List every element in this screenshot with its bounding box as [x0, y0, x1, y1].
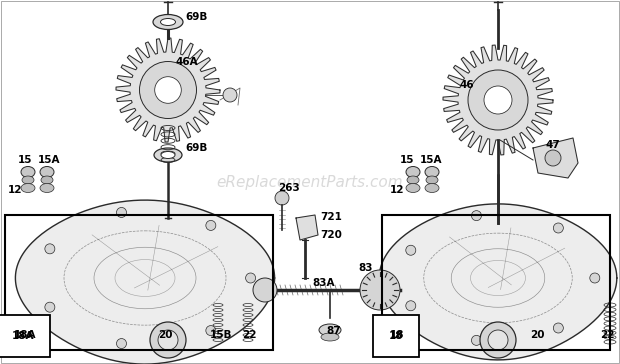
Ellipse shape — [40, 166, 54, 178]
Text: 15A: 15A — [420, 155, 443, 165]
Circle shape — [246, 273, 255, 283]
Circle shape — [45, 302, 55, 312]
Ellipse shape — [21, 183, 35, 193]
Text: 22: 22 — [600, 330, 614, 340]
Text: 18A: 18A — [12, 331, 34, 341]
Circle shape — [140, 62, 197, 119]
Circle shape — [155, 77, 181, 103]
Text: 20: 20 — [530, 330, 544, 340]
Circle shape — [484, 86, 512, 114]
Circle shape — [206, 221, 216, 230]
Circle shape — [545, 150, 561, 166]
Circle shape — [223, 88, 237, 102]
Text: 12: 12 — [390, 185, 404, 195]
Text: 69B: 69B — [185, 143, 207, 153]
Text: 15: 15 — [400, 155, 415, 165]
Polygon shape — [533, 138, 578, 178]
Text: 18: 18 — [389, 331, 403, 341]
Text: 46: 46 — [460, 80, 475, 90]
Text: 83: 83 — [358, 263, 373, 273]
Circle shape — [554, 323, 564, 333]
Polygon shape — [116, 38, 220, 142]
Circle shape — [468, 70, 528, 130]
Ellipse shape — [406, 166, 420, 178]
Text: 87: 87 — [326, 326, 340, 336]
Text: 83A: 83A — [312, 278, 335, 288]
Text: 22: 22 — [242, 330, 257, 340]
Ellipse shape — [425, 183, 439, 193]
Ellipse shape — [407, 176, 419, 184]
Circle shape — [360, 270, 400, 310]
Circle shape — [253, 278, 277, 302]
Circle shape — [488, 330, 508, 350]
Bar — [5, 215, 273, 350]
Text: 720: 720 — [320, 230, 342, 240]
Ellipse shape — [161, 151, 175, 158]
Ellipse shape — [41, 176, 53, 184]
Circle shape — [480, 322, 516, 358]
Ellipse shape — [321, 333, 339, 341]
Text: 69B: 69B — [185, 12, 207, 22]
Text: 20: 20 — [158, 330, 172, 340]
Bar — [382, 215, 610, 350]
Circle shape — [117, 339, 126, 349]
Circle shape — [405, 301, 416, 311]
Text: 12: 12 — [8, 185, 22, 195]
Ellipse shape — [153, 15, 183, 29]
Text: 15A: 15A — [38, 155, 61, 165]
Text: 263: 263 — [278, 183, 299, 193]
Text: eReplacementParts.com: eReplacementParts.com — [216, 174, 404, 190]
Ellipse shape — [154, 148, 182, 162]
Polygon shape — [443, 45, 553, 155]
Ellipse shape — [21, 166, 35, 178]
Text: 18A: 18A — [14, 330, 37, 340]
Polygon shape — [379, 204, 617, 360]
Ellipse shape — [319, 324, 341, 336]
Ellipse shape — [40, 183, 54, 193]
Text: 46A: 46A — [175, 57, 198, 67]
Polygon shape — [16, 200, 275, 364]
Text: 721: 721 — [320, 212, 342, 222]
Ellipse shape — [406, 183, 420, 193]
Circle shape — [405, 245, 416, 255]
Ellipse shape — [425, 166, 439, 178]
Circle shape — [206, 325, 216, 336]
Circle shape — [150, 322, 186, 358]
Circle shape — [45, 244, 55, 254]
Circle shape — [590, 273, 600, 283]
Text: 47: 47 — [545, 140, 560, 150]
Text: 15: 15 — [18, 155, 32, 165]
Circle shape — [554, 223, 564, 233]
Text: 15B: 15B — [210, 330, 232, 340]
Circle shape — [275, 191, 289, 205]
Polygon shape — [296, 215, 318, 240]
Circle shape — [117, 207, 126, 217]
Ellipse shape — [161, 19, 175, 25]
Circle shape — [471, 211, 482, 221]
Ellipse shape — [426, 176, 438, 184]
Text: 18: 18 — [390, 330, 404, 340]
Ellipse shape — [22, 176, 34, 184]
Circle shape — [158, 330, 178, 350]
Circle shape — [471, 335, 482, 345]
